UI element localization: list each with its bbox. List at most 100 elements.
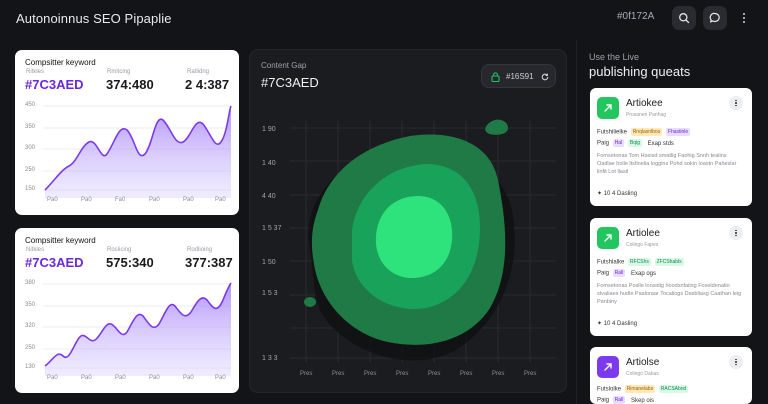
queue-item-title: Artiolse bbox=[626, 357, 660, 368]
x-tick: Pa0 bbox=[47, 375, 58, 381]
keyword-trend-chart bbox=[43, 282, 232, 376]
x-tick: Pa0 bbox=[47, 197, 58, 203]
search-button[interactable] bbox=[672, 6, 696, 30]
queue-item-body: Fomsetonas Poslle lonsidig hoodsnfaiing … bbox=[597, 283, 742, 305]
filter-pill[interactable]: #16S91 bbox=[481, 64, 556, 88]
x-tick: Pres bbox=[492, 371, 505, 377]
queue-item-title: Artiolee bbox=[626, 228, 660, 239]
x-tick: Pa0 bbox=[215, 375, 226, 381]
queue-item-row: Futshilielke Rnqlasnlbos Fhastinle bbox=[597, 128, 691, 136]
lock-icon bbox=[491, 72, 500, 82]
tag: Rimanelabs bbox=[624, 385, 656, 393]
x-tick: Pa0 bbox=[183, 375, 194, 381]
stat-value: 377:387 bbox=[185, 255, 233, 270]
y-tick: 1 50 bbox=[262, 259, 276, 266]
y-tick: 450 bbox=[25, 102, 36, 108]
tag: ZFCShabls bbox=[654, 258, 684, 266]
queue-item-title: Artiokee bbox=[626, 98, 663, 109]
more-menu-icon[interactable] bbox=[739, 9, 749, 27]
x-tick: Pres bbox=[396, 371, 409, 377]
refresh-icon bbox=[541, 73, 549, 81]
card-title: Compsitter keyword bbox=[25, 58, 96, 67]
trend-area bbox=[45, 106, 231, 198]
tag: Hal bbox=[612, 139, 625, 147]
top-bar: Autonoinnus SEO Pipaplie bbox=[0, 0, 768, 36]
more-icon[interactable] bbox=[729, 355, 743, 369]
x-tick: Pres bbox=[300, 371, 313, 377]
workspace-hash: #0f172A bbox=[617, 11, 655, 22]
sparkle-icon: ✦ bbox=[597, 321, 603, 327]
queue-item-footer: ✦ 10 4 Dasling bbox=[597, 321, 638, 327]
y-tick: 130 bbox=[25, 364, 36, 370]
panel-value: #7C3AED bbox=[261, 75, 319, 90]
tag: RACSAbnd bbox=[658, 385, 689, 393]
y-tick: 1 5 37 bbox=[262, 225, 282, 232]
keyword-trend-chart bbox=[43, 105, 232, 198]
card-title: Compsitter keyword bbox=[25, 236, 96, 245]
queue-item-subtitle: Colingo Dabas bbox=[626, 371, 659, 377]
more-icon[interactable] bbox=[729, 96, 743, 110]
notifications-button[interactable] bbox=[703, 6, 727, 30]
x-tick: Fa0 bbox=[115, 197, 126, 203]
y-tick: 350 bbox=[25, 124, 36, 130]
y-tick: 150 bbox=[25, 186, 36, 192]
x-tick: Pres bbox=[524, 371, 537, 377]
chat-bubble-icon bbox=[709, 12, 720, 23]
queue-item-subtitle: Prosanen Panhag bbox=[626, 112, 667, 118]
x-tick: Pa0 bbox=[81, 197, 92, 203]
queue-item-row: Paig Rall Exap ogs bbox=[597, 269, 657, 277]
competitor-keyword-card-2[interactable]: Compsitter keyword Nitkles Roslicing Rod… bbox=[15, 228, 239, 393]
x-tick: Pres bbox=[364, 371, 377, 377]
y-tick: 320 bbox=[25, 323, 36, 329]
tag: Rnqlasnlbos bbox=[630, 128, 663, 136]
x-tick: Pa0 bbox=[81, 375, 92, 381]
tag: Rall bbox=[612, 396, 626, 404]
queue-item[interactable]: Artiolee Colingo Fapes Futshlalke RFCShs… bbox=[590, 218, 752, 336]
queue-item[interactable]: Artiolse Colingo Dabas Futslolke Rimanel… bbox=[590, 347, 752, 404]
queue-item-row: Paig Rall Skep ois bbox=[597, 396, 654, 404]
stat-value: #7C3AED bbox=[25, 255, 84, 270]
x-tick: Pres bbox=[428, 371, 441, 377]
stat-label: Nitkles bbox=[26, 247, 45, 253]
stat-label: Rodlioing bbox=[187, 247, 213, 253]
trend-line bbox=[44, 105, 232, 191]
y-tick: 250 bbox=[25, 167, 36, 173]
y-tick: 1 40 bbox=[262, 160, 276, 167]
queue-item-footer: ✦ 10 4 Dasling bbox=[597, 191, 638, 197]
tag: RFCShs bbox=[628, 258, 651, 266]
gap-speck bbox=[304, 297, 316, 307]
content-gap-panel: Content Gap #7C3AED #16S91 1 90 1 40 4 4… bbox=[249, 49, 567, 393]
x-tick: Pa0 bbox=[183, 197, 194, 203]
sparkle-icon: ✦ bbox=[597, 191, 603, 197]
queue-item-row: Futshlalke RFCShs ZFCShabls bbox=[597, 258, 684, 266]
stat-label: Ratlidng bbox=[187, 69, 210, 75]
article-icon bbox=[597, 97, 619, 119]
y-tick: 1 5 3 bbox=[262, 290, 278, 297]
content-gap-heatmap bbox=[290, 119, 556, 362]
x-tick: Pres bbox=[332, 371, 345, 377]
queue-item[interactable]: Artiokee Prosanen Panhag Futshilielke Rn… bbox=[590, 88, 752, 206]
competitor-keyword-card-1[interactable]: Compsitter keyword Ritkles Rmitcing Ratl… bbox=[15, 50, 239, 215]
trend-area bbox=[45, 283, 231, 376]
queue-title: publishing queats bbox=[589, 64, 691, 79]
y-tick: 250 bbox=[25, 345, 36, 351]
tag: Rall bbox=[612, 269, 626, 277]
stat-label: Rmitcing bbox=[107, 69, 131, 75]
stat-value: 575:340 bbox=[106, 255, 154, 270]
y-tick: 1 90 bbox=[262, 126, 276, 133]
app-title: Autonoinnus SEO Pipaplie bbox=[16, 10, 172, 26]
divider bbox=[576, 40, 577, 404]
y-tick: 1 3 3 bbox=[262, 355, 278, 362]
queue-item-row: Paig Hal Bqig Exap stds bbox=[597, 139, 674, 147]
search-icon bbox=[679, 13, 690, 24]
panel-label: Content Gap bbox=[261, 61, 307, 70]
article-icon bbox=[597, 227, 619, 249]
x-tick: Pa0 bbox=[215, 197, 226, 203]
queue-subtitle: Use the Live bbox=[589, 52, 640, 62]
more-icon[interactable] bbox=[729, 226, 743, 240]
article-icon bbox=[597, 356, 619, 378]
stat-value: #7C3AED bbox=[25, 77, 84, 92]
stat-value: 374:480 bbox=[106, 77, 154, 92]
stat-value: 2 4:387 bbox=[185, 77, 230, 92]
